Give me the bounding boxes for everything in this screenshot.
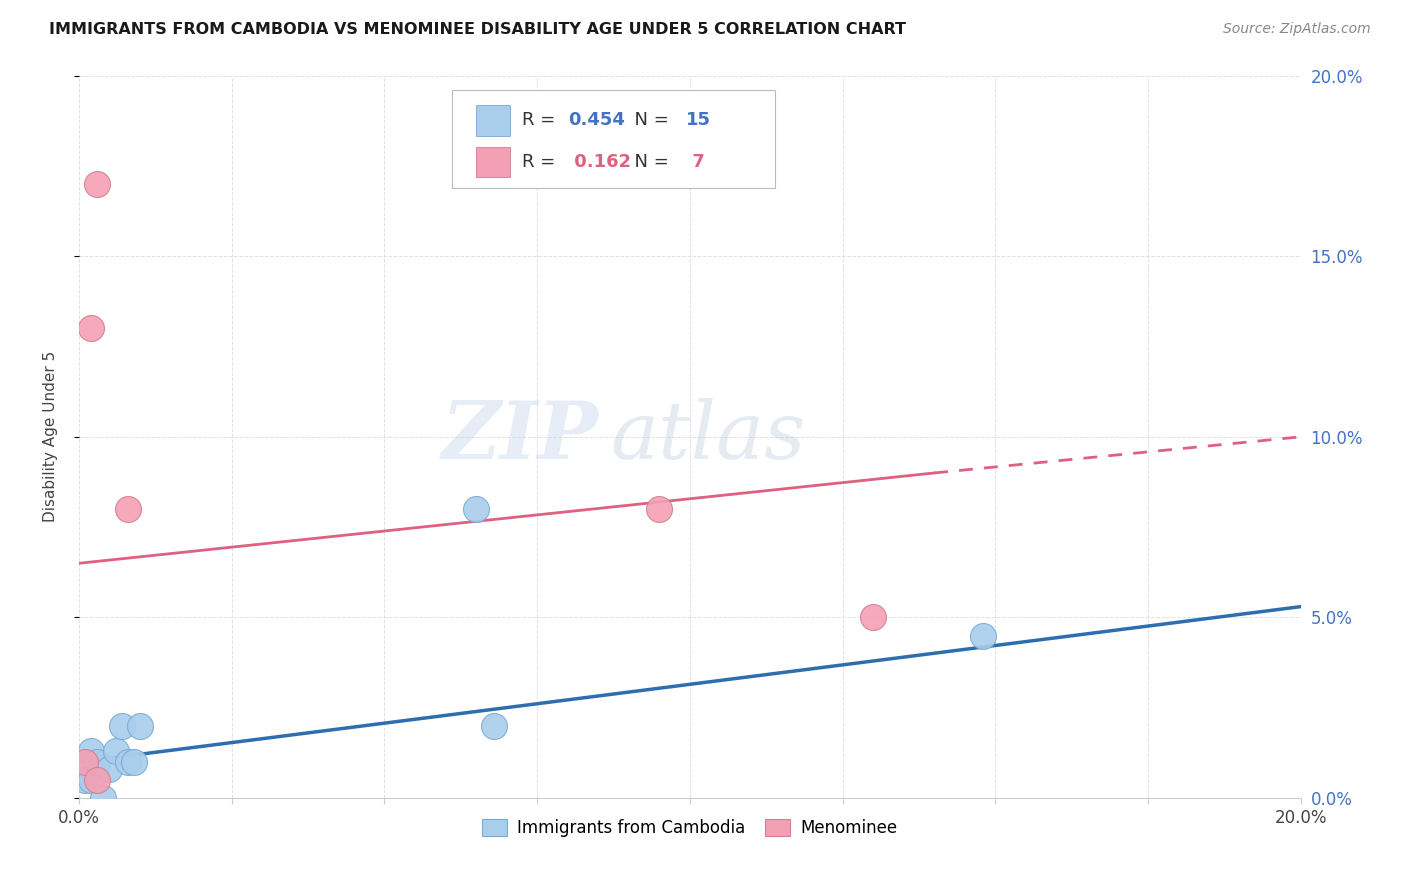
Y-axis label: Disability Age Under 5: Disability Age Under 5 [44,351,58,523]
Point [86,773,108,788]
Point [73,755,96,769]
Text: ZIP: ZIP [441,398,598,475]
FancyBboxPatch shape [477,147,510,178]
Point [104,744,127,758]
Point [117,502,139,516]
Point [484,719,506,733]
Text: Source: ZipAtlas.com: Source: ZipAtlas.com [1223,22,1371,37]
Text: 0.454: 0.454 [568,112,624,129]
Point [648,502,671,516]
Point [73,755,96,769]
Point [111,719,134,733]
Point [86,177,108,191]
Text: R =: R = [523,112,561,129]
Text: atlas: atlas [610,398,806,475]
Point [98,762,121,776]
Legend: Immigrants from Cambodia, Menominee: Immigrants from Cambodia, Menominee [475,813,904,844]
Text: N =: N = [623,112,673,129]
FancyBboxPatch shape [451,90,775,187]
Point [73,773,96,788]
Text: 0.162: 0.162 [568,153,631,171]
Point [972,629,994,643]
Text: IMMIGRANTS FROM CAMBODIA VS MENOMINEE DISABILITY AGE UNDER 5 CORRELATION CHART: IMMIGRANTS FROM CAMBODIA VS MENOMINEE DI… [49,22,907,37]
Point [86,755,108,769]
Point [117,755,139,769]
Point [862,610,884,624]
FancyBboxPatch shape [477,105,510,136]
Point [465,502,488,516]
Point [93,791,115,805]
Text: 7: 7 [686,153,704,171]
Point [122,755,145,769]
Point [80,773,103,788]
Point [80,321,103,335]
Text: 15: 15 [686,112,711,129]
Text: R =: R = [523,153,561,171]
Text: N =: N = [623,153,673,171]
Point [80,744,103,758]
Point [129,719,152,733]
